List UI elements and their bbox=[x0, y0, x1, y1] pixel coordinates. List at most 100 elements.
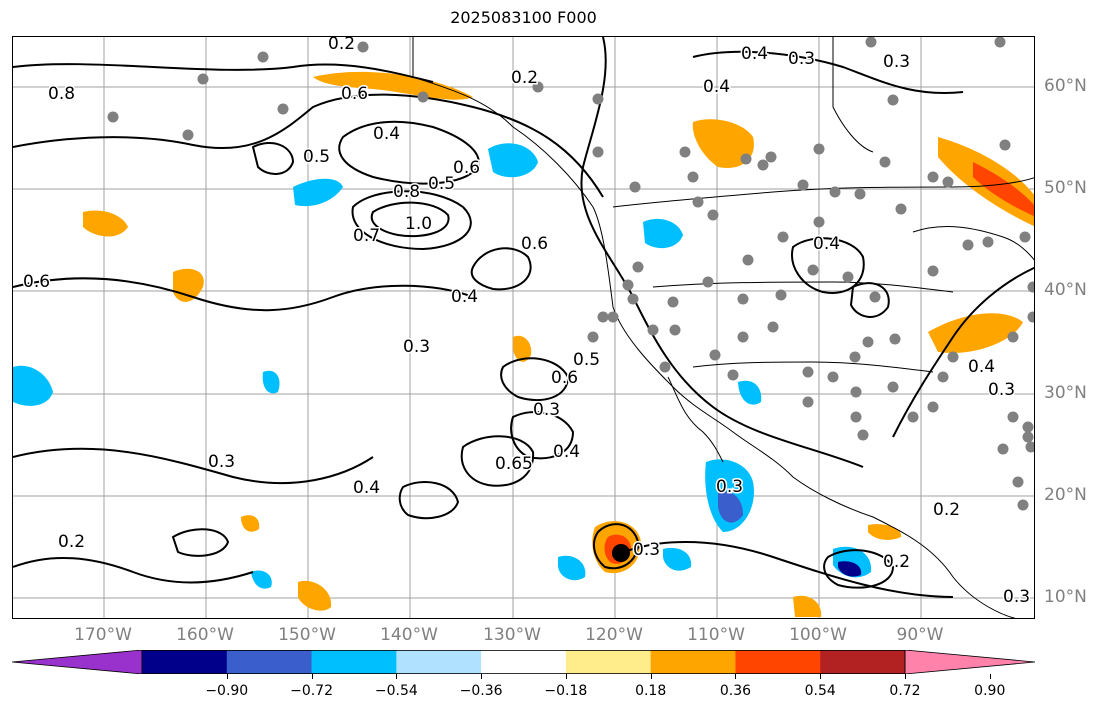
colorbar-tick bbox=[396, 674, 398, 679]
station-dot bbox=[1012, 476, 1024, 488]
storm-center-marker[interactable] bbox=[612, 544, 630, 562]
station-dot bbox=[807, 264, 819, 276]
colorbar-segment bbox=[226, 650, 313, 674]
contour-label: 0.3 bbox=[883, 52, 910, 72]
station-dot bbox=[889, 333, 901, 345]
station-dot bbox=[813, 143, 825, 155]
station-dot bbox=[277, 103, 289, 115]
latitude-label: 20°N bbox=[1044, 485, 1087, 505]
station-dot bbox=[182, 129, 194, 141]
contour-label: 0.7 bbox=[353, 226, 380, 246]
station-dot bbox=[1017, 499, 1029, 511]
contour-label: 0.6 bbox=[341, 84, 368, 104]
station-dot bbox=[997, 443, 1009, 455]
contour-label: 0.4 bbox=[553, 442, 580, 462]
contour-label: 0.4 bbox=[353, 478, 380, 498]
station-dot bbox=[999, 139, 1011, 151]
station-dot bbox=[1007, 331, 1019, 343]
colorbar-segment bbox=[820, 650, 906, 674]
fill-patch-canada bbox=[692, 119, 754, 168]
fill-patch-alaska bbox=[313, 71, 473, 100]
contour-label: 0.3 bbox=[633, 540, 660, 560]
contour-label: 0.5 bbox=[573, 350, 600, 370]
station-dot bbox=[692, 196, 704, 208]
contour-label: 0.4 bbox=[968, 357, 995, 377]
contour-label: 0.5 bbox=[303, 147, 330, 167]
longitude-label: 170°W bbox=[74, 625, 132, 645]
station-dot bbox=[740, 153, 752, 165]
station-dot bbox=[850, 386, 862, 398]
station-dot bbox=[862, 336, 874, 348]
contour-label: 0.8 bbox=[393, 182, 420, 202]
colorbar-extend-low bbox=[12, 650, 143, 674]
colorbar-tick-label: −0.54 bbox=[374, 683, 418, 699]
fill-patch-n-pac bbox=[241, 515, 260, 532]
colorbar-segment bbox=[565, 650, 652, 674]
station-dot bbox=[709, 349, 721, 361]
fill-patch-c-am bbox=[868, 524, 902, 540]
contour-label: 0.3 bbox=[788, 49, 815, 69]
colorbar-tick-label: −0.72 bbox=[290, 683, 333, 699]
map-panel[interactable]: 0.2 0.4 0.3 0.2 0.3 0.4 0.6 0.4 0.5 0.6 0.8 1.0 0.7 0… bbox=[12, 36, 1035, 619]
station-dot bbox=[947, 351, 959, 363]
station-dot bbox=[887, 94, 899, 106]
contour-label: 0.3 bbox=[988, 380, 1015, 400]
fill-patch-e-pac-dark bbox=[838, 561, 862, 577]
station-dot bbox=[357, 41, 369, 53]
station-dot bbox=[1027, 281, 1034, 293]
colorbar-segment bbox=[735, 650, 821, 674]
station-dot bbox=[607, 311, 619, 323]
longitude-label: 140°W bbox=[380, 625, 438, 645]
colorbar-tick-label: 0.36 bbox=[719, 683, 752, 699]
fill-patch-w-edge bbox=[13, 365, 53, 406]
station-dot bbox=[842, 271, 854, 283]
station-dot bbox=[869, 291, 881, 303]
longitude-label: 110°W bbox=[687, 625, 745, 645]
contour-label-layer: 0.2 0.4 0.30.20.30.40.60.40.50.60.81.00.7 0… bbox=[22, 37, 1032, 609]
station-dot bbox=[887, 381, 899, 393]
station-dot bbox=[827, 371, 839, 383]
contour-label: 0.6 bbox=[23, 272, 50, 292]
contour-lines bbox=[13, 37, 1034, 598]
fill-patch-baja bbox=[513, 335, 532, 362]
contour-label: 0.6 bbox=[551, 368, 578, 388]
station-dot bbox=[737, 293, 749, 305]
latitude-label: 40°N bbox=[1044, 280, 1087, 300]
station-dot bbox=[1022, 431, 1034, 443]
fill-patch-mexico-dark bbox=[718, 491, 743, 523]
station-dot bbox=[647, 324, 659, 336]
longitude-label: 130°W bbox=[483, 625, 541, 645]
coastlines bbox=[412, 37, 1034, 618]
anomaly-fills bbox=[13, 71, 1034, 617]
colorbar-tick bbox=[311, 674, 313, 679]
fill-patch-n-pac-blue bbox=[293, 178, 343, 207]
station-dot bbox=[982, 236, 994, 248]
station-dot bbox=[742, 254, 754, 266]
contour-label: 0.3 bbox=[208, 452, 235, 472]
contour-label: 0.2 bbox=[883, 552, 910, 572]
station-dot bbox=[1025, 441, 1034, 453]
contour-label: 0.4 bbox=[373, 124, 400, 144]
station-dot bbox=[597, 311, 609, 323]
fill-patch-rockies bbox=[643, 218, 683, 249]
colorbar-extend-high bbox=[904, 650, 1035, 674]
colorbar-tick-label: 0.54 bbox=[804, 683, 836, 699]
station-dot bbox=[659, 361, 671, 373]
station-dot bbox=[1007, 411, 1019, 423]
station-dot bbox=[937, 371, 949, 383]
fill-patch-s-pac bbox=[298, 580, 332, 611]
station-dot bbox=[865, 37, 877, 48]
fill-patch-w-pac bbox=[83, 210, 128, 237]
contour-label: 0.2 bbox=[511, 68, 538, 88]
contour-label: 0.3 bbox=[716, 477, 743, 497]
station-dot bbox=[927, 401, 939, 413]
station-dot bbox=[532, 81, 544, 93]
colorbar-tick-label: −0.18 bbox=[544, 683, 588, 699]
station-dot bbox=[802, 396, 814, 408]
station-dot bbox=[962, 239, 974, 251]
station-dot bbox=[702, 276, 714, 288]
station-dot bbox=[895, 203, 907, 215]
station-dot bbox=[629, 181, 641, 193]
contour-label: 0.4 bbox=[451, 287, 478, 307]
station-dot bbox=[927, 171, 939, 183]
